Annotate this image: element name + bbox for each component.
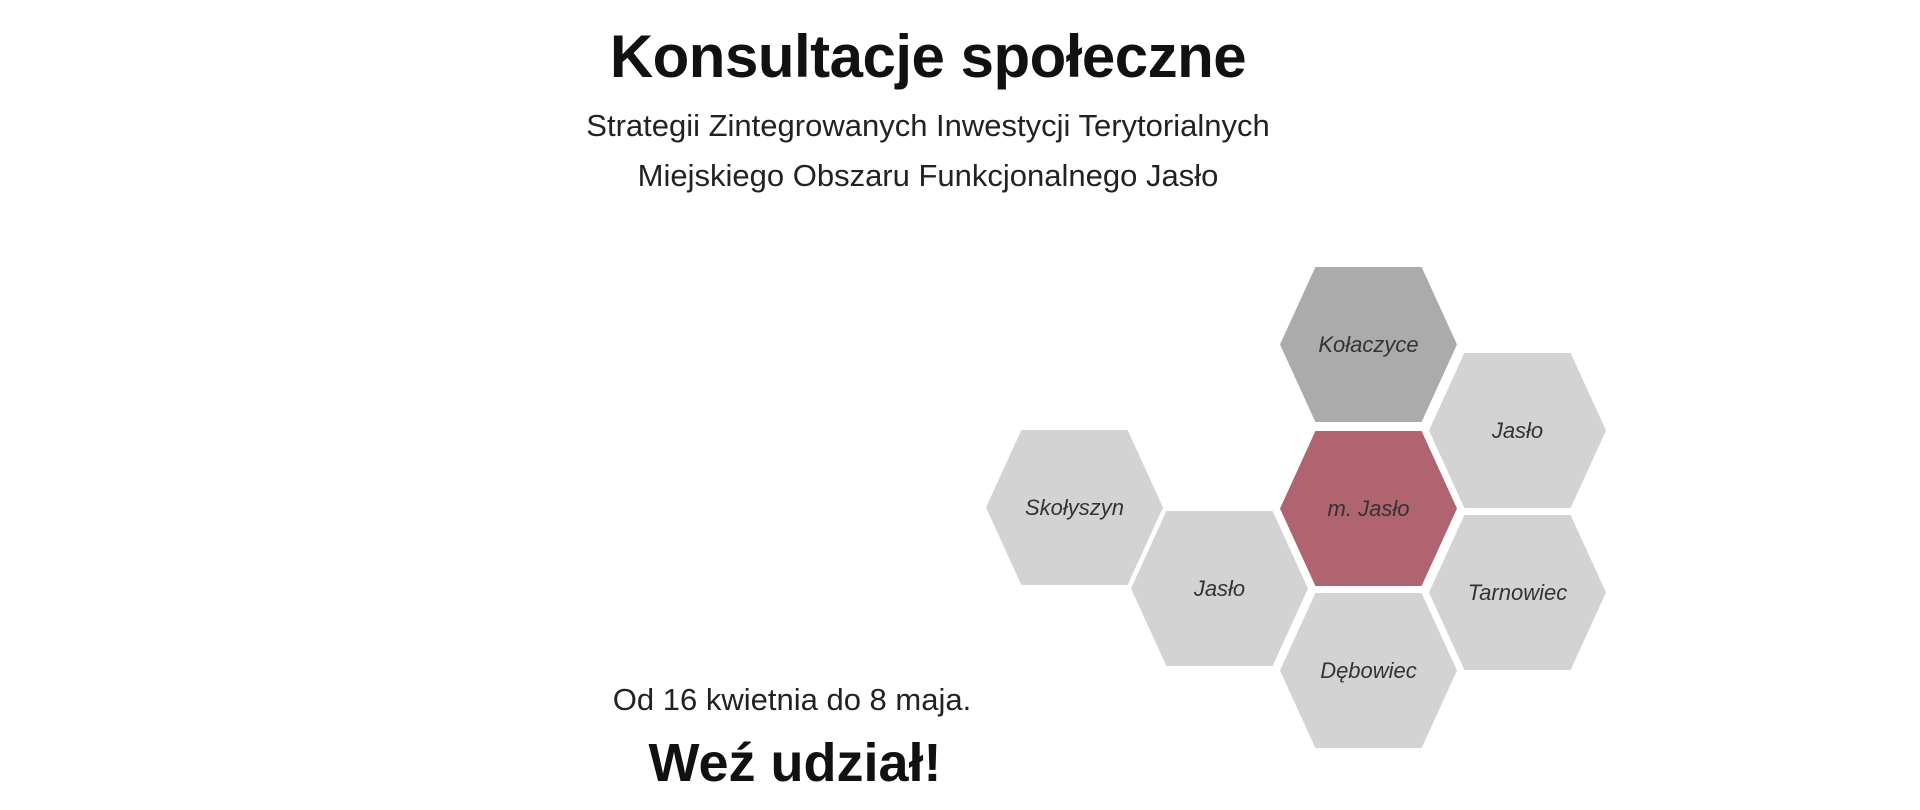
subtitle-line-2: Miejskiego Obszaru Funkcjonalnego Jasło	[637, 158, 1219, 193]
consultation-dates: Od 16 kwietnia do 8 maja.	[612, 682, 972, 717]
page-title: Konsultacje społeczne	[609, 23, 1247, 90]
hex-tarnowiec: Tarnowiec	[1429, 515, 1606, 670]
hex-label: Kołaczyce	[1318, 331, 1419, 357]
hex-m-jaslo: m. Jasło	[1280, 431, 1457, 586]
hex-debowiec: Dębowiec	[1280, 593, 1457, 748]
hex-jaslo-gmina: Jasło	[1429, 353, 1606, 508]
call-to-action: Weź udział!	[648, 733, 942, 793]
hex-kolaczyce: Kołaczyce	[1280, 267, 1457, 422]
hex-skolyszyn: Skołyszyn	[986, 430, 1163, 585]
subtitle-line-1: Strategii Zintegrowanych Inwestycji Tery…	[586, 108, 1270, 143]
hex-label: Jasło	[1193, 575, 1246, 601]
hex-label: m. Jasło	[1327, 495, 1410, 521]
hex-label: Skołyszyn	[1024, 494, 1125, 520]
hex-jaslo-left: Jasło	[1131, 511, 1308, 666]
hex-label: Jasło	[1491, 417, 1544, 443]
hex-label: Dębowiec	[1320, 657, 1417, 683]
hex-label: Tarnowiec	[1467, 579, 1568, 605]
